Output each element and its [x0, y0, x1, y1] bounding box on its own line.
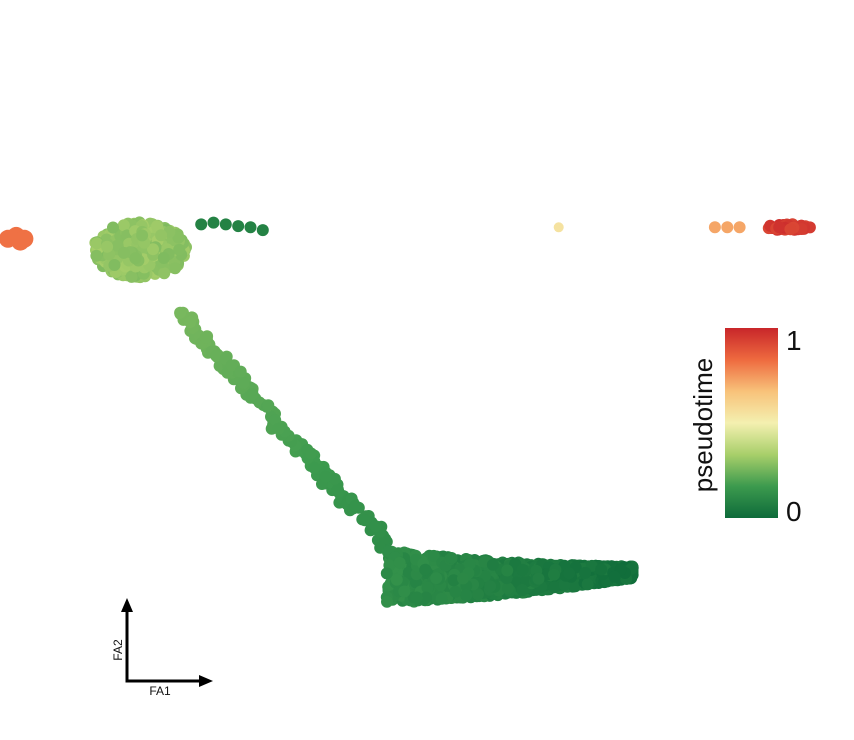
- upper-left-cluster-point: [169, 262, 182, 275]
- diagonal-trajectory-point: [225, 359, 238, 372]
- lower-right-cluster-point: [579, 566, 592, 579]
- axis-arrows: FA1 FA2: [111, 598, 213, 698]
- upper-left-cluster-point: [129, 252, 142, 265]
- upper-left-cluster-point: [173, 243, 186, 256]
- lower-right-cluster-point: [532, 572, 545, 585]
- lower-right-cluster-point: [435, 592, 448, 605]
- diagonal-trajectory-point: [246, 388, 259, 401]
- short-branch-point: [256, 224, 269, 237]
- lower-right-cluster-point: [484, 580, 497, 593]
- lower-right-cluster-point: [419, 563, 432, 576]
- right-orange-cells-point: [733, 221, 746, 234]
- lower-right-cluster-point: [427, 549, 440, 562]
- lower-right-cluster-point: [460, 589, 473, 602]
- colorbar-max-label: 1: [786, 325, 802, 356]
- lower-right-cluster-point: [410, 591, 423, 604]
- diagonal-trajectory-point: [174, 306, 187, 319]
- diagonal-trajectory-point: [237, 377, 250, 389]
- diagonal-trajectory-point: [308, 461, 321, 474]
- diagonal-trajectory-point: [262, 399, 275, 412]
- right-orange-cells-point: [708, 221, 721, 234]
- lower-right-cluster-point: [568, 580, 581, 593]
- short-branch-point: [195, 218, 208, 231]
- diagonal-trajectory-point: [319, 470, 332, 483]
- colorbar-gradient: [725, 328, 778, 518]
- lower-right-cluster-point: [516, 583, 529, 596]
- upper-left-cluster-point: [151, 220, 164, 233]
- lower-right-cluster-point: [463, 558, 476, 570]
- colorbar-min-label: 0: [786, 496, 802, 527]
- lower-right-cluster-point: [445, 552, 458, 564]
- upper-left-cluster-point: [172, 231, 185, 244]
- lower-right-cluster-point: [421, 581, 434, 594]
- lower-right-cluster-point: [420, 591, 432, 604]
- lower-right-cluster-point: [381, 595, 393, 608]
- lower-right-cluster-point: [486, 558, 499, 571]
- scatter-points: [0, 216, 816, 608]
- y-axis-label: FA2: [111, 639, 125, 661]
- lower-right-cluster-point: [502, 582, 514, 595]
- short-branch-point: [207, 216, 220, 229]
- upper-left-cluster-point: [125, 270, 138, 283]
- far-left-cells-point: [11, 232, 30, 251]
- upper-left-cluster-point: [147, 243, 159, 256]
- lower-right-cluster-point: [380, 567, 393, 580]
- diagonal-trajectory-point: [272, 422, 285, 435]
- upper-left-cluster-point: [90, 237, 103, 250]
- right-red-cluster-point: [784, 223, 797, 236]
- lower-right-cluster-point: [548, 581, 561, 594]
- lower-right-cluster-point: [563, 567, 576, 580]
- diagonal-trajectory-point: [349, 499, 362, 512]
- lower-right-cluster-point: [390, 573, 403, 586]
- lower-right-cluster-point: [393, 556, 406, 569]
- lower-right-cluster-point: [472, 588, 484, 601]
- lower-right-cluster-point: [398, 585, 411, 598]
- right-red-cluster-point: [773, 221, 786, 234]
- fa1-arrow-head: [199, 675, 213, 687]
- diagonal-trajectory-point: [184, 316, 197, 329]
- middle-pale-cell-point: [553, 222, 564, 233]
- colorbar: 1 0 pseudotime: [688, 325, 802, 527]
- diagonal-trajectory-point: [358, 514, 371, 527]
- lower-right-cluster-point: [449, 585, 462, 598]
- upper-left-cluster-point: [90, 249, 103, 262]
- diagonal-trajectory-point: [234, 365, 247, 378]
- upper-left-cluster-point: [117, 219, 130, 232]
- colorbar-title: pseudotime: [688, 358, 718, 492]
- x-axis-label: FA1: [149, 684, 171, 698]
- short-branch-point: [219, 218, 232, 231]
- short-branch-point: [232, 220, 245, 233]
- lower-right-cluster-point: [516, 563, 529, 576]
- lower-right-cluster-point: [548, 568, 560, 581]
- lower-right-cluster-point: [595, 563, 608, 576]
- lower-right-cluster-point: [501, 564, 514, 577]
- diagonal-trajectory-point: [305, 447, 317, 460]
- diagonal-trajectory-point: [199, 331, 212, 344]
- lower-right-cluster-point: [457, 572, 469, 585]
- short-branch-point: [244, 221, 257, 234]
- fa2-arrow-head: [121, 598, 133, 612]
- right-orange-cells-point: [721, 221, 734, 234]
- diagonal-trajectory-point: [328, 472, 341, 485]
- upper-left-cluster-point: [155, 229, 168, 242]
- lower-right-cluster-point: [430, 572, 443, 585]
- upper-left-cluster-point: [107, 221, 119, 234]
- upper-left-cluster-point: [117, 246, 130, 259]
- upper-left-cluster-point: [136, 229, 149, 242]
- lower-right-cluster-point: [608, 570, 621, 583]
- diagonal-trajectory-point: [331, 483, 344, 496]
- diagonal-trajectory-point: [210, 349, 223, 362]
- upper-left-cluster-point: [157, 252, 170, 264]
- lower-right-cluster-point: [447, 574, 460, 587]
- lower-right-cluster-point: [581, 578, 594, 591]
- upper-left-cluster-point: [158, 267, 171, 280]
- lower-right-cluster-point: [558, 578, 571, 591]
- upper-left-cluster-point: [101, 240, 114, 253]
- diagonal-trajectory-point: [369, 520, 382, 533]
- upper-left-cluster-point: [108, 259, 121, 271]
